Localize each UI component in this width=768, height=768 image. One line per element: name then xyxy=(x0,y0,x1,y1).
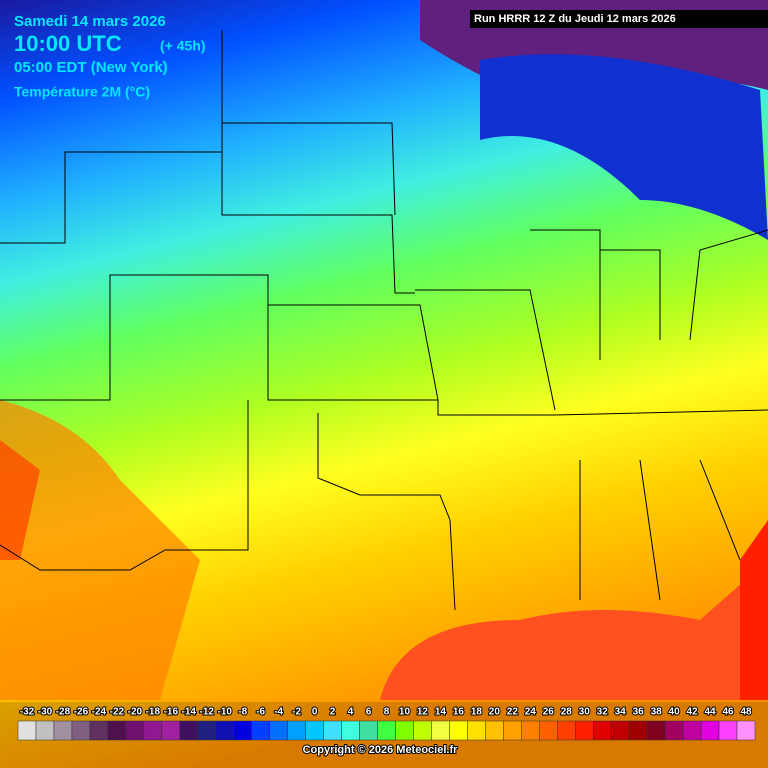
legend-label: -18 xyxy=(146,707,161,718)
warm-region xyxy=(0,400,200,700)
legend-label: -32 xyxy=(20,707,35,718)
legend-swatch xyxy=(646,720,666,741)
legend-label: -6 xyxy=(256,707,265,718)
legend-label: -24 xyxy=(92,707,107,718)
legend-swatch xyxy=(35,720,55,741)
legend-swatch xyxy=(53,720,73,741)
legend-swatch xyxy=(503,720,522,741)
legend-swatch xyxy=(700,720,720,741)
legend-swatch xyxy=(125,720,145,741)
legend-swatch xyxy=(179,720,199,741)
legend-label: 34 xyxy=(615,707,627,718)
legend-swatch xyxy=(215,720,234,741)
legend-label: 30 xyxy=(579,707,591,718)
warm-region xyxy=(740,520,768,700)
legend-label: 2 xyxy=(330,707,336,718)
legend-label: 12 xyxy=(417,707,429,718)
legend-swatch xyxy=(467,720,486,741)
legend-swatch xyxy=(449,720,468,741)
legend-swatch xyxy=(557,720,576,741)
legend-label: -22 xyxy=(110,707,125,718)
legend-swatch xyxy=(610,720,630,741)
legend-swatch xyxy=(574,720,594,741)
legend-swatch xyxy=(233,720,252,741)
legend-label: 16 xyxy=(453,707,465,718)
legend-label: 40 xyxy=(669,707,681,718)
legend-swatch xyxy=(431,720,450,741)
legend-label: 20 xyxy=(489,707,501,718)
legend-swatch xyxy=(736,720,756,741)
legend-swatch xyxy=(197,720,216,741)
legend-label: 4 xyxy=(348,707,354,718)
legend-swatch xyxy=(143,720,163,741)
cold-region xyxy=(480,54,768,241)
utc-time: 10:00 UTC xyxy=(14,31,122,56)
legend-swatch xyxy=(269,720,288,741)
legend-swatch xyxy=(395,720,414,741)
legend-label: 26 xyxy=(543,707,555,718)
legend-label: -4 xyxy=(274,707,283,718)
legend-swatch xyxy=(377,720,396,741)
legend-label: -8 xyxy=(238,707,247,718)
legend: -32 -30 -28 -26 -24 -22 -20 -18 -16 -14 -12 -10 -8 -6… xyxy=(17,706,756,741)
gulf-warm xyxy=(380,560,768,700)
legend-label: 36 xyxy=(633,707,645,718)
legend-swatch xyxy=(161,720,181,741)
local-time: 05:00 EDT (New York) xyxy=(14,59,168,76)
legend-label: 28 xyxy=(561,707,573,718)
legend-label: 22 xyxy=(507,707,519,718)
legend-swatch xyxy=(485,720,504,741)
legend-label: -12 xyxy=(200,707,215,718)
legend-swatch xyxy=(682,720,702,741)
legend-swatch xyxy=(89,720,109,741)
legend-swatch xyxy=(539,720,558,741)
legend-label: -2 xyxy=(292,707,301,718)
legend-label: -20 xyxy=(128,707,143,718)
legend-swatch xyxy=(341,720,360,741)
legend-swatch xyxy=(718,720,738,741)
legend-swatch xyxy=(664,720,684,741)
legend-label: 46 xyxy=(722,707,734,718)
legend-swatch xyxy=(592,720,612,741)
legend-swatch xyxy=(628,720,648,741)
run-banner xyxy=(470,10,768,28)
legend-label: 8 xyxy=(384,707,390,718)
legend-label: -10 xyxy=(217,707,232,718)
legend-label: 42 xyxy=(687,707,699,718)
legend-swatch xyxy=(521,720,540,741)
legend-label: -26 xyxy=(74,707,89,718)
warm-region xyxy=(0,440,40,560)
legend-label: 6 xyxy=(366,707,372,718)
legend-label: 48 xyxy=(740,707,752,718)
legend-swatch xyxy=(323,720,342,741)
legend-swatch xyxy=(71,720,91,741)
legend-label: 38 xyxy=(651,707,663,718)
legend-swatch xyxy=(107,720,127,741)
legend-label: 32 xyxy=(597,707,609,718)
legend-swatch xyxy=(359,720,378,741)
legend-label: -16 xyxy=(164,707,179,718)
legend-label: 18 xyxy=(471,707,483,718)
parameter: Température 2M (°C) xyxy=(14,84,150,100)
run-info: Run HRRR 12 Z du Jeudi 12 mars 2026 xyxy=(474,13,676,25)
copyright: Copyright © 2026 Meteociel.fr xyxy=(303,744,459,756)
legend-label: -28 xyxy=(56,707,71,718)
legend-swatch xyxy=(251,720,270,741)
legend-swatch xyxy=(287,720,306,741)
legend-label: 10 xyxy=(399,707,411,718)
legend-swatch xyxy=(305,720,324,741)
date: Samedi 14 mars 2026 xyxy=(14,13,166,30)
legend-swatch xyxy=(413,720,432,741)
legend-label: 14 xyxy=(435,707,447,718)
forecast-offset: (+ 45h) xyxy=(160,38,206,54)
borders xyxy=(0,30,768,611)
legend-swatch xyxy=(17,720,37,741)
legend-label: -14 xyxy=(182,707,197,718)
legend-label: 0 xyxy=(312,707,318,718)
legend-label: 44 xyxy=(704,707,716,718)
legend-label: 24 xyxy=(525,707,537,718)
legend-label: -30 xyxy=(38,707,53,718)
